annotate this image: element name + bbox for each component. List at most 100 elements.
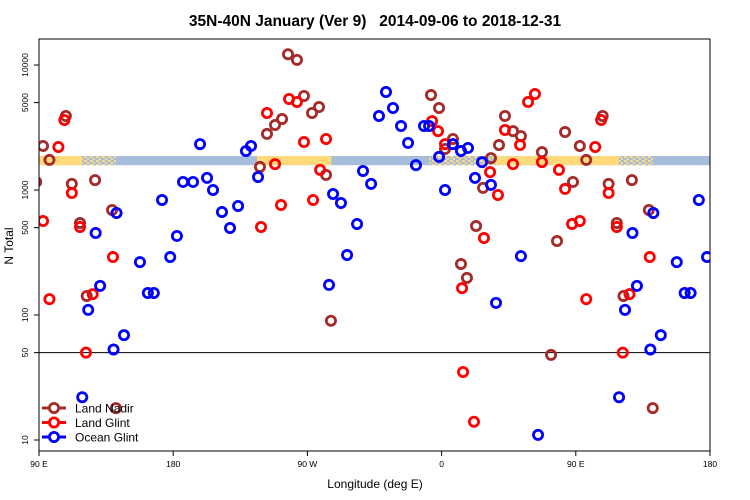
legend-item: Land Nadir — [42, 402, 134, 416]
x-tick-label: 180 — [703, 459, 717, 469]
data-point — [457, 365, 470, 378]
data-point — [314, 163, 327, 176]
data-point — [409, 159, 422, 172]
x-tick-label: 90 E — [30, 459, 48, 469]
data-point — [306, 107, 319, 120]
data-point — [365, 177, 378, 190]
legend-marker — [48, 416, 61, 429]
data-point — [484, 178, 497, 191]
y-tick-label: 5000 — [20, 93, 30, 112]
data-point — [79, 346, 92, 359]
data-point — [528, 88, 541, 101]
data-point — [433, 101, 446, 114]
data-point — [490, 296, 503, 309]
data-point — [323, 278, 336, 291]
data-point — [194, 138, 207, 151]
data-point — [39, 176, 43, 188]
data-point — [535, 146, 548, 159]
data-point — [491, 189, 504, 202]
data-point — [253, 160, 266, 173]
data-point — [484, 166, 497, 179]
data-point — [372, 109, 385, 122]
data-point — [678, 286, 691, 299]
data-point — [477, 232, 490, 245]
data-point — [341, 248, 354, 261]
data-point — [320, 132, 333, 145]
data-point — [164, 251, 177, 264]
plot-frame — [38, 38, 711, 452]
data-point — [701, 251, 710, 264]
data-point — [610, 220, 623, 233]
data-point — [232, 199, 245, 212]
data-point — [573, 139, 586, 152]
data-point — [670, 256, 683, 269]
series-land-nadir — [39, 48, 659, 415]
data-point — [654, 329, 667, 342]
data-point — [58, 114, 71, 127]
band-land — [39, 156, 82, 166]
data-point — [467, 415, 480, 428]
x-tick-label: 0 — [439, 459, 444, 469]
data-point — [514, 250, 527, 263]
data-point — [432, 125, 445, 138]
data-point — [224, 221, 237, 234]
data-point — [245, 139, 258, 152]
data-point — [255, 220, 268, 233]
data-point — [595, 114, 608, 127]
data-point — [552, 163, 565, 176]
data-point — [133, 256, 146, 269]
data-point — [684, 286, 697, 299]
data-point — [275, 198, 288, 211]
data-points — [39, 48, 710, 441]
band-mixed — [81, 156, 116, 166]
data-point — [39, 139, 50, 152]
data-point — [623, 288, 636, 301]
data-point — [43, 153, 56, 166]
data-point — [290, 53, 303, 66]
data-point — [626, 226, 639, 239]
data-point — [297, 89, 310, 102]
data-point — [602, 187, 615, 200]
data-point — [177, 175, 190, 188]
data-point — [423, 120, 436, 133]
y-tick-label: 100 — [20, 308, 30, 322]
data-point — [170, 229, 183, 242]
data-point — [76, 391, 89, 404]
data-point — [269, 119, 282, 132]
series-ocean-glint — [76, 86, 710, 441]
y-axis: 10 50 100 500 1000 5000 10000 — [20, 53, 39, 445]
data-point — [456, 282, 469, 295]
data-point — [94, 279, 107, 292]
data-point — [297, 136, 310, 149]
band-land — [496, 156, 619, 166]
data-point — [39, 214, 50, 227]
data-point — [647, 206, 660, 219]
data-point — [260, 127, 273, 140]
data-point — [580, 153, 593, 166]
data-point — [86, 288, 99, 301]
chart-title: 35N-40N January (Ver 9) 2014-09-06 to 20… — [189, 13, 562, 30]
band-mixed — [618, 156, 653, 166]
data-point — [282, 48, 295, 61]
data-point — [566, 217, 579, 230]
data-point — [566, 175, 579, 188]
data-point — [82, 303, 95, 316]
data-point — [418, 120, 431, 133]
data-point — [74, 216, 87, 229]
data-point — [498, 109, 511, 122]
legend-marker — [48, 401, 61, 414]
data-point — [109, 402, 122, 415]
band-ocean — [39, 156, 710, 166]
data-point — [507, 158, 520, 171]
data-point — [290, 95, 303, 108]
data-point — [469, 171, 482, 184]
data-point — [260, 107, 273, 120]
y-tick-label: 1000 — [20, 180, 30, 199]
data-point — [207, 183, 220, 196]
data-point — [106, 251, 119, 264]
y-tick-label: 500 — [20, 220, 30, 234]
data-point — [156, 193, 169, 206]
legend-label: Ocean Glint — [75, 431, 139, 445]
data-point — [498, 123, 511, 136]
legend-marker — [48, 430, 61, 443]
